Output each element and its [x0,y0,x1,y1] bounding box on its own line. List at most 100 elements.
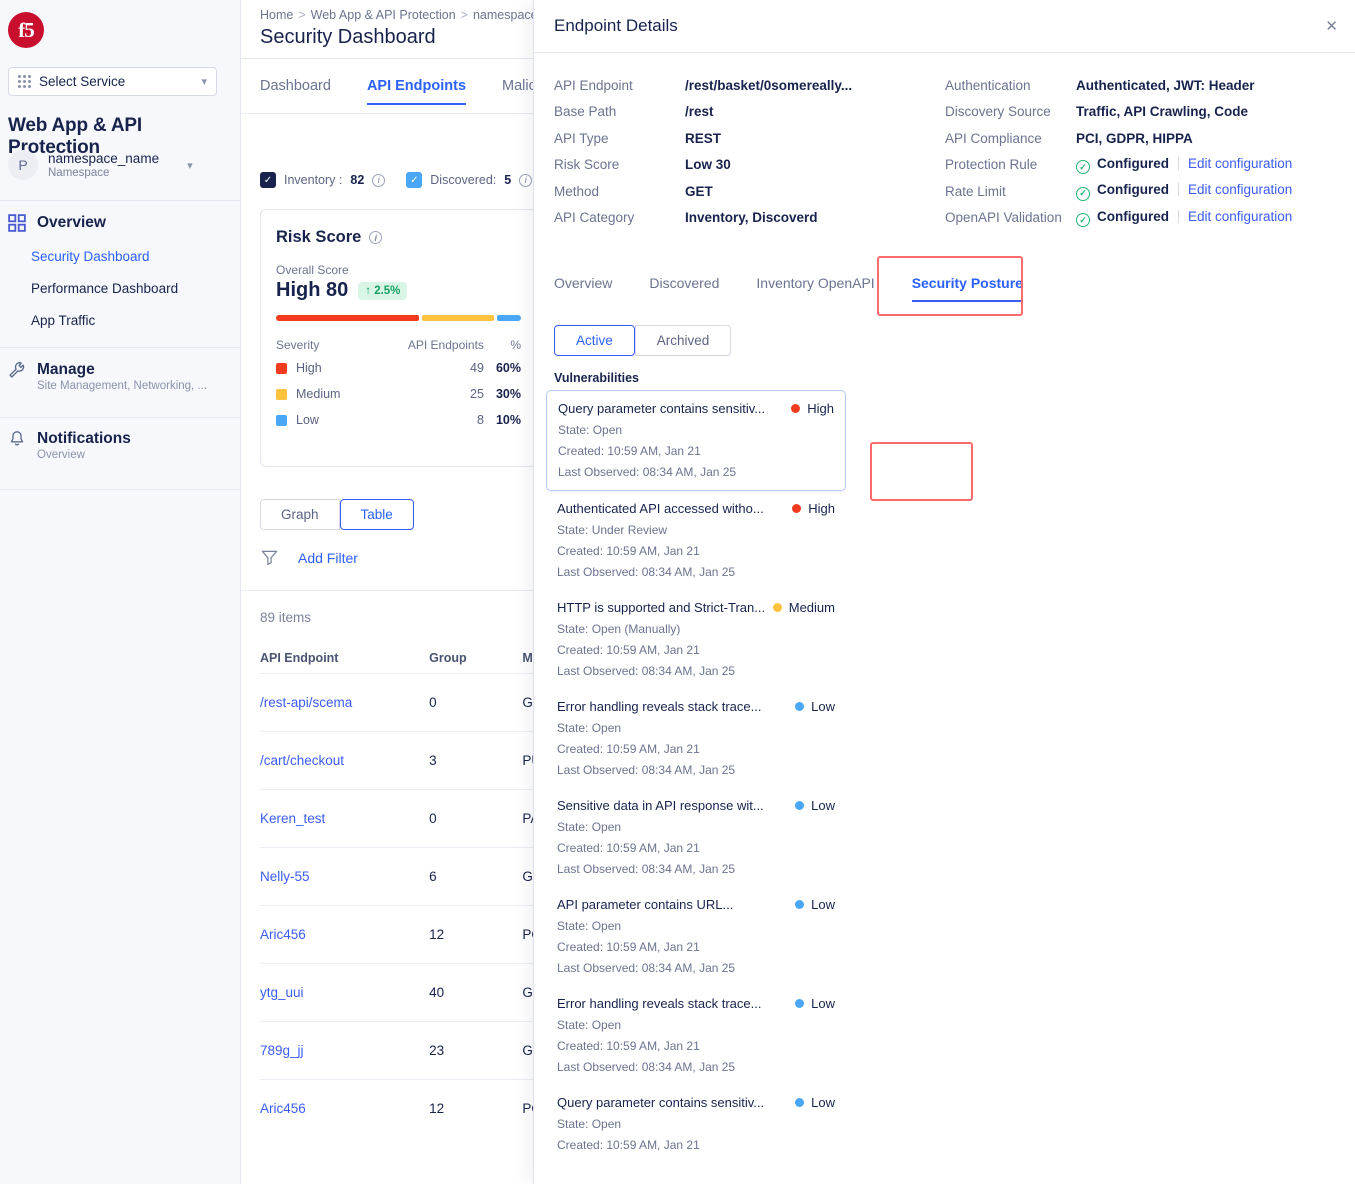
service-selector[interactable]: Select Service ▾ [8,67,217,96]
group-cell: 12 [391,1079,499,1137]
graph-view-button[interactable]: Graph [260,499,340,530]
sidebar-group-overview: Overview Security Dashboard Performance … [0,214,241,328]
tab-discovered[interactable]: Discovered [649,275,720,291]
chevron-down-icon: ▾ [201,76,207,88]
vulnerability-name: HTTP is supported and Strict-Tran... [557,600,766,615]
edit-configuration-link[interactable]: Edit configuration [1188,182,1293,197]
sidebar-item-app-traffic[interactable]: App Traffic [31,313,96,328]
col-api-endpoints: API Endpoints [407,338,484,352]
severity-label: Medium [296,387,341,401]
vulnerability-observed: Last Observed: 08:34 AM, Jan 25 [557,862,736,876]
tab-security-posture[interactable]: Security Posture [911,275,1023,302]
endpoint-link[interactable]: 789g_jj [260,1021,392,1080]
list-item[interactable]: API parameter contains URL... Low State:… [546,887,846,986]
risk-score-title: Risk Score i [276,228,521,247]
avatar: P [8,150,38,180]
edit-configuration-link[interactable]: Edit configuration [1188,208,1293,224]
list-item[interactable]: Error handling reveals stack trace... Lo… [546,986,846,1085]
active-button[interactable]: Active [554,325,635,356]
endpoint-link[interactable]: ytg_uui [260,963,392,1022]
sidebar-item-security-dashboard[interactable]: Security Dashboard [31,249,150,264]
list-item[interactable]: Error handling reveals stack trace... Lo… [546,689,846,788]
severity-label: Low [811,1095,835,1110]
info-icon[interactable]: i [369,231,383,244]
tab-overview[interactable]: Overview [554,275,613,291]
list-item[interactable]: Authenticated API accessed witho... High… [546,491,846,590]
field-value: Inventory, Discoverd [685,210,818,226]
list-item[interactable]: HTTP is supported and Strict-Tran... Med… [546,590,846,689]
filter-inventory-value: 82 [350,173,365,187]
endpoint-link[interactable]: /cart/checkout [260,731,392,790]
endpoint-link[interactable]: /rest-api/scema [260,673,392,732]
endpoint-link[interactable]: Nelly-55 [260,847,392,906]
vulnerability-created: Created: 10:59 AM, Jan 21 [557,643,700,657]
endpoint-link[interactable]: Aric456 [260,905,392,964]
vulnerability-list[interactable]: Query parameter contains sensitiv... Hig… [546,390,846,1184]
tab-dashboard[interactable]: Dashboard [260,78,331,94]
archived-button[interactable]: Archived [634,325,732,356]
severity-label: Low [811,798,835,813]
grid-icon [18,75,31,88]
detail-row-authentication: Authentication Authenticated, JWT: Header [945,72,1336,99]
percent-value: 10% [495,413,521,427]
add-filter[interactable]: Add Filter [260,548,358,567]
modal-title: Endpoint Details [554,16,678,35]
overall-score-label: Overall Score [276,263,349,277]
field-label: Method [554,183,600,199]
sidebar-item-manage-sub: Site Management, Networking, ... [37,380,208,392]
detail-column-right: Authentication Authenticated, JWT: Header… [945,72,1336,231]
severity-bar-medium [422,315,495,321]
col-group[interactable]: Group [429,651,467,665]
vulnerability-severity: High [792,501,835,516]
group-cell: 0 [391,789,499,848]
configured-status: Configured [1097,182,1169,197]
checkbox-checked-icon[interactable]: ✓ [260,172,276,188]
severity-label: Low [811,897,835,912]
wrench-icon [9,362,25,378]
list-item[interactable]: Query parameter contains sensitiv... Low… [546,1085,846,1163]
severity-label: Medium [788,600,835,615]
score-delta-badge: ↑ 2.5% [358,281,408,300]
field-value: GET [685,183,713,199]
severity-swatch [276,388,287,400]
breadcrumb-item-namespace[interactable]: namespace [472,8,538,22]
breadcrumb-separator: > [460,8,468,22]
vulnerability-observed: Last Observed: 08:34 AM, Jan 25 [557,565,736,579]
info-icon[interactable]: i [519,173,533,187]
tab-api-endpoints[interactable]: API Endpoints [366,78,467,105]
filter-discovered[interactable]: ✓ Discovered: 5 i [406,172,533,188]
sidebar-item-overview[interactable]: Overview [0,214,241,232]
info-icon[interactable]: i [372,173,386,187]
chevron-down-icon: ▾ [187,159,193,172]
sidebar-item-manage[interactable]: Manage [0,361,241,379]
vulnerability-header: Sensitive data in API response wit... Lo… [557,798,835,813]
vulnerability-created: Created: 10:59 AM, Jan 21 [557,841,700,855]
table-view-button[interactable]: Table [339,499,414,530]
namespace-selector[interactable]: P namespace_name Namespace ▾ [0,150,225,180]
filter-inventory[interactable]: ✓ Inventory : 82 i [260,172,386,188]
tab-inventory-openapi[interactable]: Inventory OpenAPI [756,275,875,291]
sidebar-item-performance-dashboard[interactable]: Performance Dashboard [31,281,179,296]
severity-cell: Medium [276,381,371,407]
edit-configuration-link[interactable]: Edit configuration [1188,155,1293,171]
vulnerability-header: Error handling reveals stack trace... Lo… [557,996,835,1011]
list-item[interactable]: Sensitive data in API response wit... Lo… [546,788,846,887]
table-row: Low 8 10% [276,407,521,433]
list-item[interactable]: Query parameter contains sensitiv... Hig… [546,390,846,491]
sidebar-item-notifications[interactable]: Notifications [0,430,241,448]
breadcrumb-item-waap[interactable]: Web App & API Protection [310,8,456,22]
close-icon[interactable]: ✕ [1325,18,1338,35]
sidebar-item-manage-label: Manage [37,361,95,378]
checkbox-checked-icon[interactable]: ✓ [406,172,423,188]
namespace-sub: Namespace [48,167,110,180]
group-cell: 23 [391,1021,499,1080]
endpoint-link[interactable]: Aric456 [260,1079,392,1137]
breadcrumb-item-home[interactable]: Home [260,8,294,22]
vulnerability-header: Query parameter contains sensitiv... Low [557,1095,835,1110]
severity-dot-icon [795,1098,805,1107]
col-api-endpoint[interactable]: API Endpoint [260,651,339,665]
divider [0,489,241,490]
severity-label: Low [811,996,835,1011]
filter-discovered-value: 5 [504,173,512,187]
endpoint-link[interactable]: Keren_test [260,789,392,848]
